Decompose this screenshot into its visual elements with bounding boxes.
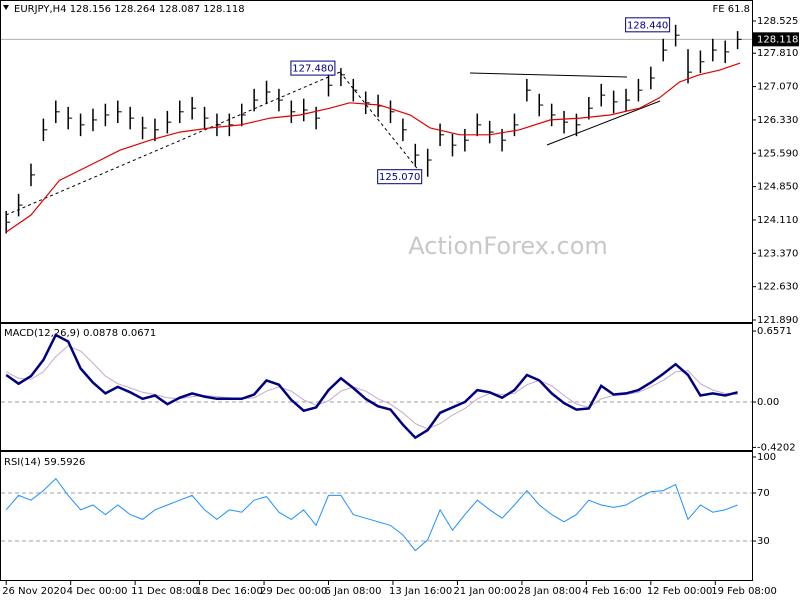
indicator-line (5, 333, 738, 440)
x-tick-label: 29 Dec 00:00 (260, 586, 327, 597)
watermark: ActionForex.com (408, 232, 608, 260)
rsi-title: RSI(14) 59.5926 (4, 457, 85, 468)
x-tick-label: 13 Jan 16:00 (389, 586, 452, 597)
y-tick-label: -0.4202 (757, 442, 796, 453)
trend-line (5, 71, 341, 216)
menu-triangle[interactable] (3, 5, 9, 10)
rsi-panel-frame (0, 451, 753, 581)
x-tick-label: 4 Dec 00:00 (67, 586, 128, 597)
y-tick-label: 126.330 (757, 115, 798, 126)
macd-title: MACD(12,26,9) 0.0878 0.0671 (4, 328, 156, 339)
y-tick-label: 100 (757, 452, 776, 463)
x-tick-label: 19 Feb 08:00 (711, 586, 777, 597)
y-tick-label: 124.110 (757, 215, 798, 226)
y-tick-label: 127.070 (757, 82, 798, 93)
x-tick-label: 28 Jan 08:00 (518, 586, 581, 597)
annotation-box (625, 17, 671, 33)
last-price-box (753, 32, 799, 47)
x-tick-label: 11 Dec 08:00 (131, 586, 198, 597)
moving-average (5, 62, 741, 233)
annotation-label: 127.480 (292, 64, 333, 75)
y-tick-label: 121.890 (757, 315, 798, 326)
annotation-label: 128.440 (627, 20, 668, 31)
price-panel-frame (0, 0, 753, 323)
resistance-line (469, 72, 628, 78)
annotation-label: 125.070 (379, 172, 420, 183)
y-tick-label: 0.00 (757, 397, 779, 408)
y-tick-label: 30 (757, 536, 770, 547)
y-tick-label: 128.525 (757, 16, 798, 27)
y-tick-label: 127.810 (757, 48, 798, 59)
x-tick-label: 6 Jan 08:00 (325, 586, 382, 597)
y-tick-label: 0.6571 (757, 326, 792, 337)
y-tick-label: 125.590 (757, 148, 798, 159)
indicator-line (5, 477, 738, 552)
macd-panel-frame (0, 323, 753, 451)
y-tick-label: 122.630 (757, 282, 798, 293)
annotation-box (290, 60, 336, 76)
fe-label: FE 61.8 (712, 4, 750, 15)
y-tick-label: 70 (757, 488, 770, 499)
support-line (546, 100, 661, 146)
annotation-box (377, 169, 423, 185)
last-price-label: 128.118 (757, 34, 798, 45)
x-tick-label: 26 Nov 2020 (2, 586, 66, 597)
y-tick-label: 123.370 (757, 248, 798, 259)
x-tick-label: 12 Feb 00:00 (647, 586, 713, 597)
y-tick-label: 124.850 (757, 182, 798, 193)
x-tick-label: 18 Dec 16:00 (196, 586, 263, 597)
x-tick-label: 4 Feb 16:00 (582, 586, 641, 597)
chart-title: EURJPY,H4 128.156 128.264 128.087 128.11… (14, 4, 245, 15)
x-tick-label: 21 Jan 00:00 (453, 586, 516, 597)
